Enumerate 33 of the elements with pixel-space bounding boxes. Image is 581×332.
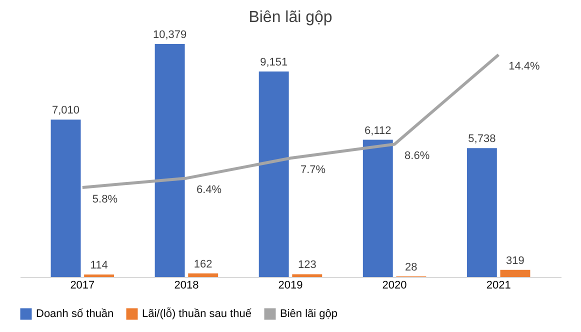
x-tick-label: 2018 [174,280,199,292]
data-label: 7.7% [300,164,326,176]
bar [466,148,497,277]
data-label: 123 [298,259,316,272]
bar [50,120,81,277]
data-label: 5,738 [468,133,496,146]
bar [292,274,322,277]
x-tick-label: 2017 [70,280,95,292]
data-label: 8.6% [404,150,430,162]
data-label: 10,379 [152,28,187,41]
bar [84,274,114,277]
data-label: 6.4% [196,184,222,196]
bar [500,270,530,277]
data-label: 9,151 [260,56,288,69]
legend-label: Doanh số thuần [36,308,114,320]
data-label: 6,112 [364,124,392,137]
data-label: 162 [194,258,212,270]
data-label: 5.8% [92,193,118,206]
data-label: 114 [90,259,108,272]
data-label: 14.4% [508,60,540,73]
x-tick-label: 2020 [382,280,407,292]
bar [258,72,289,277]
x-tick-label: 2021 [486,280,511,292]
bar [154,44,185,277]
legend-label: Biên lãi gộp [280,308,338,320]
x-tick-label: 2019 [278,280,303,292]
chart-title: Biên lãi gộp [248,8,332,26]
data-label: 28 [405,261,418,274]
bar [362,140,393,277]
data-label: 7,010 [52,104,80,117]
legend-label: Lãi/(lỗ) thuần sau thuế [142,307,252,320]
bar [188,273,218,277]
data-label: 319 [506,254,524,267]
